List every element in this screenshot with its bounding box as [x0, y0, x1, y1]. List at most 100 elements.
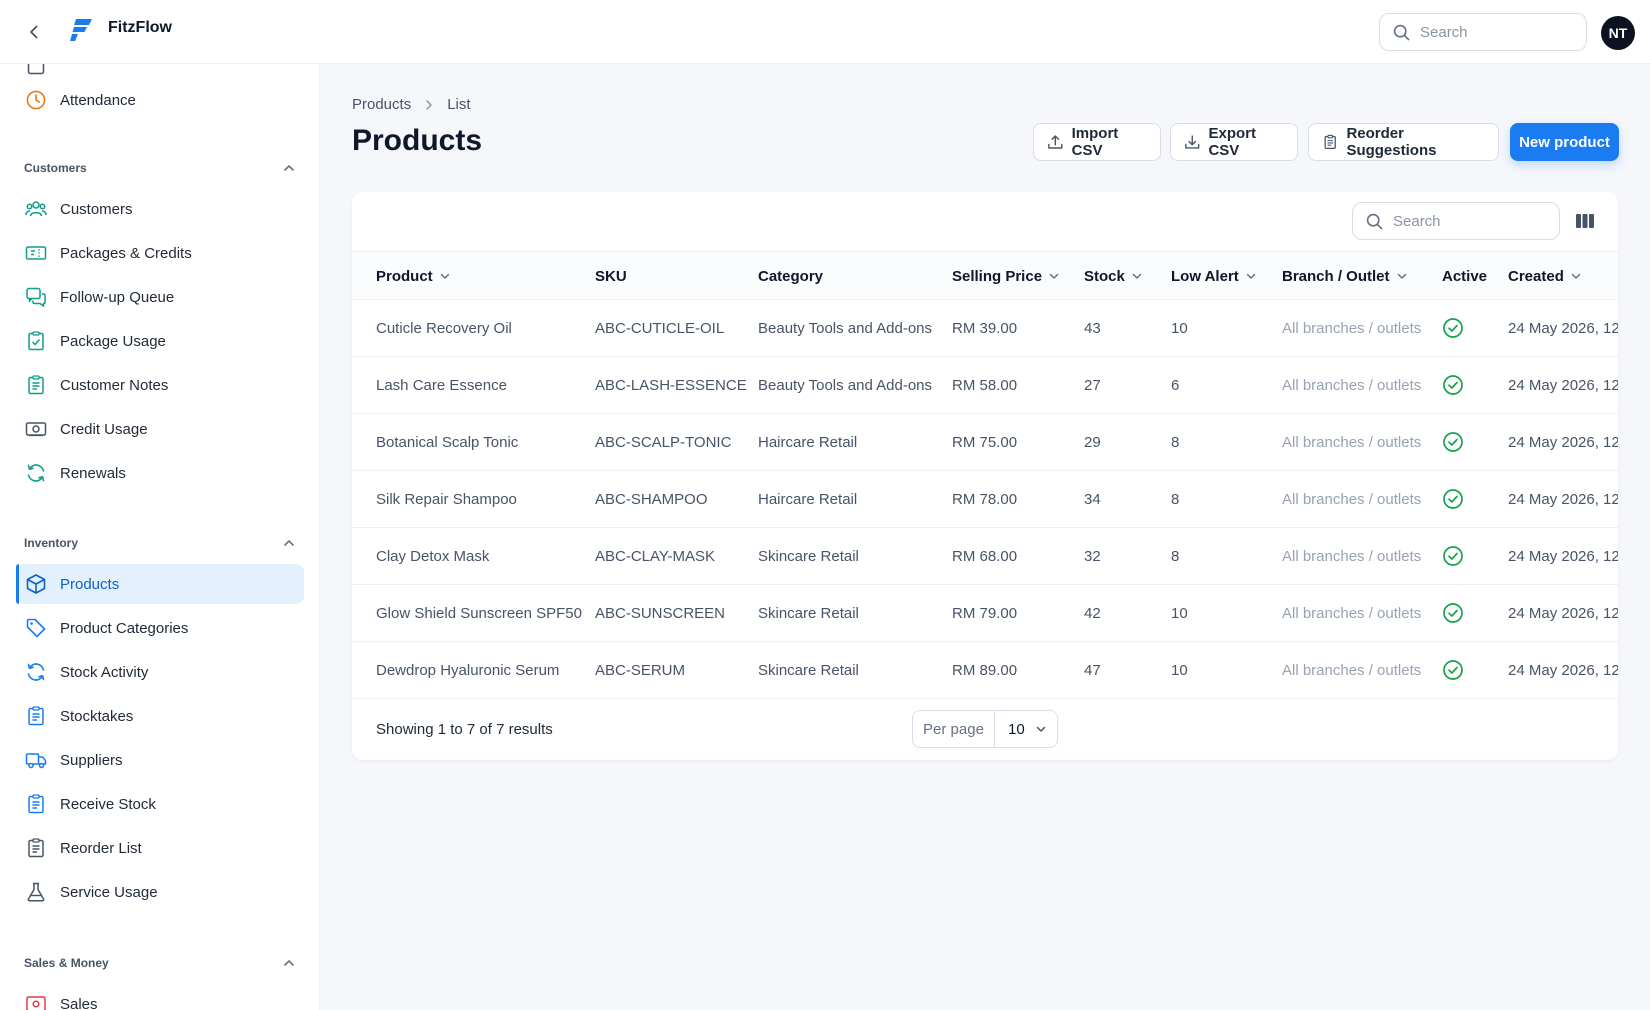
back-icon[interactable]: [22, 20, 46, 44]
brand-name[interactable]: FitzFlow: [108, 19, 172, 36]
column-header-label: Selling Price: [952, 267, 1043, 285]
table-row[interactable]: Silk Repair Shampoo ABC-SHAMPOO Haircare R…: [352, 471, 1618, 528]
cell-stock: 34: [1084, 490, 1101, 508]
sidebar-item-stocktakes[interactable]: Stocktakes: [16, 696, 304, 736]
sidebar-item-follow-up-queue[interactable]: Follow-up Queue: [16, 277, 304, 317]
sidebar-item-label: Suppliers: [60, 751, 123, 769]
export-csv-label: Export CSV: [1208, 125, 1256, 159]
columns-icon[interactable]: [1574, 210, 1596, 232]
table-row[interactable]: Glow Shield Sunscreen SPF50 ABC-SUNSCREEN…: [352, 585, 1618, 642]
section-sales-money[interactable]: Sales & Money: [24, 953, 296, 973]
column-header-stock[interactable]: Stock: [1084, 252, 1143, 300]
sidebar-item-package-usage[interactable]: Package Usage: [16, 321, 304, 361]
per-page-label: Per page: [913, 711, 995, 747]
cell-branch-outlet: All branches / outlets: [1282, 661, 1422, 679]
chat-icon: [24, 285, 48, 309]
sidebar-item-partial[interactable]: [16, 64, 304, 86]
clock-icon: [24, 88, 48, 112]
cell-created: 24 May 2026, 12:: [1508, 604, 1618, 622]
refresh-icon: [24, 660, 48, 684]
cell-branch-outlet: All branches / outlets: [1282, 376, 1422, 394]
sidebar-item-label: Stocktakes: [60, 707, 134, 725]
sidebar-item-credit-usage[interactable]: Credit Usage: [16, 409, 304, 449]
sidebar-item-receive-stock[interactable]: Receive Stock: [16, 784, 304, 824]
section-inventory[interactable]: Inventory: [24, 533, 296, 553]
sidebar-item-label: Reorder List: [60, 839, 142, 857]
column-header-label: Product: [376, 267, 433, 285]
column-header-label: Category: [758, 267, 824, 285]
sidebar-item-renewals[interactable]: Renewals: [16, 453, 304, 493]
cell-low-alert: 10: [1171, 604, 1188, 622]
table-row[interactable]: Cuticle Recovery Oil ABC-CUTICLE-OIL Beaut…: [352, 300, 1618, 357]
sidebar-item-customers[interactable]: Customers: [16, 189, 304, 229]
check-circle-icon: [1443, 489, 1463, 509]
sidebar-item-reorder-list[interactable]: Reorder List: [16, 828, 304, 868]
cell-low-alert: 8: [1171, 490, 1180, 508]
sidebar-item-products[interactable]: Products: [16, 564, 304, 604]
chevron-down-icon: [1396, 270, 1408, 282]
table-row[interactable]: Lash Care Essence ABC-LASH-ESSENCE Beauty …: [352, 357, 1618, 414]
sidebar-item-sales[interactable]: Sales: [16, 984, 304, 1010]
cell-active: [1442, 642, 1464, 698]
clipboard-list-icon: [1324, 134, 1336, 150]
column-header-label: SKU: [595, 267, 627, 285]
sidebar-item-suppliers[interactable]: Suppliers: [16, 740, 304, 780]
column-header-selling-price[interactable]: Selling Price: [952, 252, 1060, 300]
cell-selling-price: RM 79.00: [952, 604, 1018, 622]
column-header-low-alert[interactable]: Low Alert: [1171, 252, 1257, 300]
avatar[interactable]: NT: [1601, 16, 1635, 50]
column-header-label: Active: [1442, 267, 1488, 285]
sidebar-item-packages-credits[interactable]: Packages & Credits: [16, 233, 304, 273]
import-csv-button[interactable]: Import CSV: [1033, 123, 1161, 161]
column-header-created[interactable]: Created: [1508, 252, 1582, 300]
receipt-icon: [24, 992, 48, 1010]
section-title: Customers: [24, 161, 87, 175]
check-circle-icon: [1443, 603, 1463, 623]
section-customers[interactable]: Customers: [24, 158, 296, 178]
sidebar-item-product-categories[interactable]: Product Categories: [16, 608, 304, 648]
reorder-suggestions-button[interactable]: Reorder Suggestions: [1308, 123, 1499, 161]
breadcrumb-list: List: [447, 96, 471, 113]
sidebar-item-label: Receive Stock: [60, 795, 156, 813]
table-row[interactable]: Dewdrop Hyaluronic Serum ABC-SERUM Skincar…: [352, 642, 1618, 699]
breadcrumb-products[interactable]: Products: [352, 96, 412, 113]
breadcrumb: Products List: [352, 96, 471, 113]
sidebar-item-attendance[interactable]: Attendance: [16, 80, 304, 120]
cell-active: [1442, 471, 1464, 527]
sidebar-item-label: Sales: [60, 995, 98, 1010]
table-row[interactable]: Botanical Scalp Tonic ABC-SCALP-TONIC Hair…: [352, 414, 1618, 471]
cell-created: 24 May 2026, 12:: [1508, 319, 1618, 337]
column-header-branch-outlet[interactable]: Branch / Outlet: [1282, 252, 1408, 300]
cell-sku: ABC-LASH-ESSENCE: [595, 376, 747, 394]
cell-stock: 42: [1084, 604, 1101, 622]
sidebar-item-customer-notes[interactable]: Customer Notes: [16, 365, 304, 405]
cell-stock: 27: [1084, 376, 1101, 394]
export-csv-button[interactable]: Export CSV: [1170, 123, 1298, 161]
cell-selling-price: RM 89.00: [952, 661, 1018, 679]
chevron-right-icon: [423, 99, 435, 111]
cell-active: [1442, 300, 1464, 356]
table-search-placeholder: Search: [1393, 212, 1441, 230]
table-row[interactable]: Clay Detox Mask ABC-CLAY-MASK Skincare Ret…: [352, 528, 1618, 585]
column-header-product[interactable]: Product: [376, 252, 451, 300]
column-header-sku: SKU: [595, 252, 627, 300]
per-page-dropdown[interactable]: 10: [995, 721, 1057, 738]
clipboard-list-icon: [24, 704, 48, 728]
table-search-input[interactable]: Search: [1352, 202, 1560, 240]
global-search-input[interactable]: Search: [1379, 13, 1587, 51]
new-product-button[interactable]: New product: [1510, 123, 1619, 161]
cell-created: 24 May 2026, 12:: [1508, 547, 1618, 565]
sidebar-item-stock-activity[interactable]: Stock Activity: [16, 652, 304, 692]
download-icon: [1185, 135, 1200, 149]
fitzflow-logo[interactable]: [68, 16, 96, 44]
cell-created: 24 May 2026, 12:: [1508, 490, 1618, 508]
chevron-down-icon: [1035, 723, 1047, 735]
column-header-category: Category: [758, 252, 823, 300]
sidebar-item-service-usage[interactable]: Service Usage: [16, 872, 304, 912]
cell-branch-outlet: All branches / outlets: [1282, 547, 1422, 565]
sidebar-item-label: Customers: [60, 200, 133, 218]
cell-low-alert: 6: [1171, 376, 1180, 394]
sidebar-item-label: Attendance: [60, 91, 136, 109]
cell-product: Silk Repair Shampoo: [376, 490, 517, 508]
cell-stock: 32: [1084, 547, 1101, 565]
